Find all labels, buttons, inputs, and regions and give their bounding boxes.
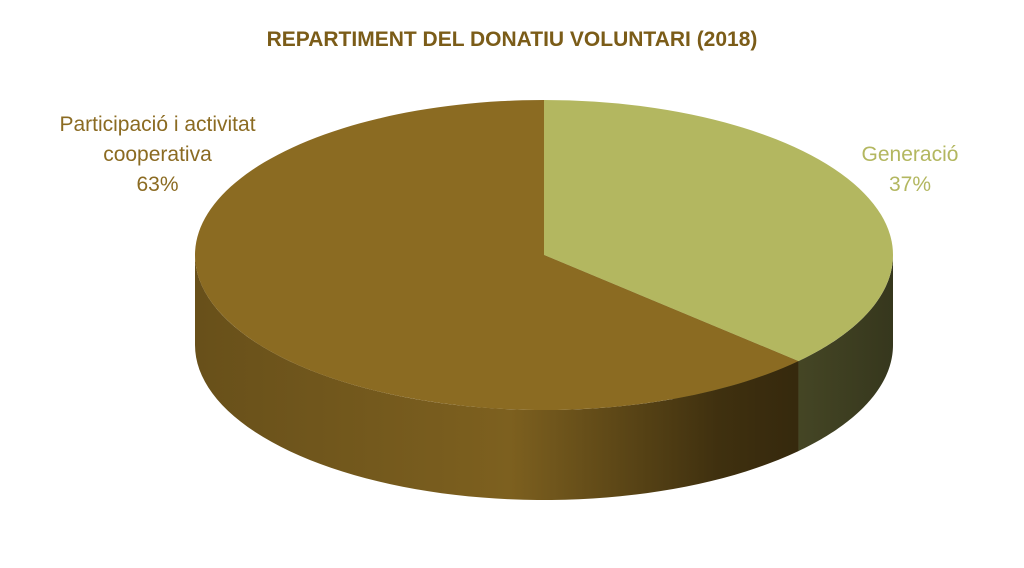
category-label: Participació i activitat cooperativa	[59, 113, 256, 166]
data-label: Generació 37%	[835, 140, 985, 200]
pie-slice	[544, 100, 893, 362]
value-label: 63%	[136, 173, 179, 196]
slice-side	[195, 255, 799, 500]
value-label: 37%	[888, 173, 932, 196]
pie-slice	[194, 100, 799, 410]
slice-side	[798, 255, 893, 452]
chart-title: REPARTIMENT DEL DONATIU VOLUNTARI (2018)	[266, 28, 758, 51]
category-label: Generació	[861, 143, 959, 166]
data-label: Participació i activitat cooperativa 63%	[20, 110, 295, 200]
